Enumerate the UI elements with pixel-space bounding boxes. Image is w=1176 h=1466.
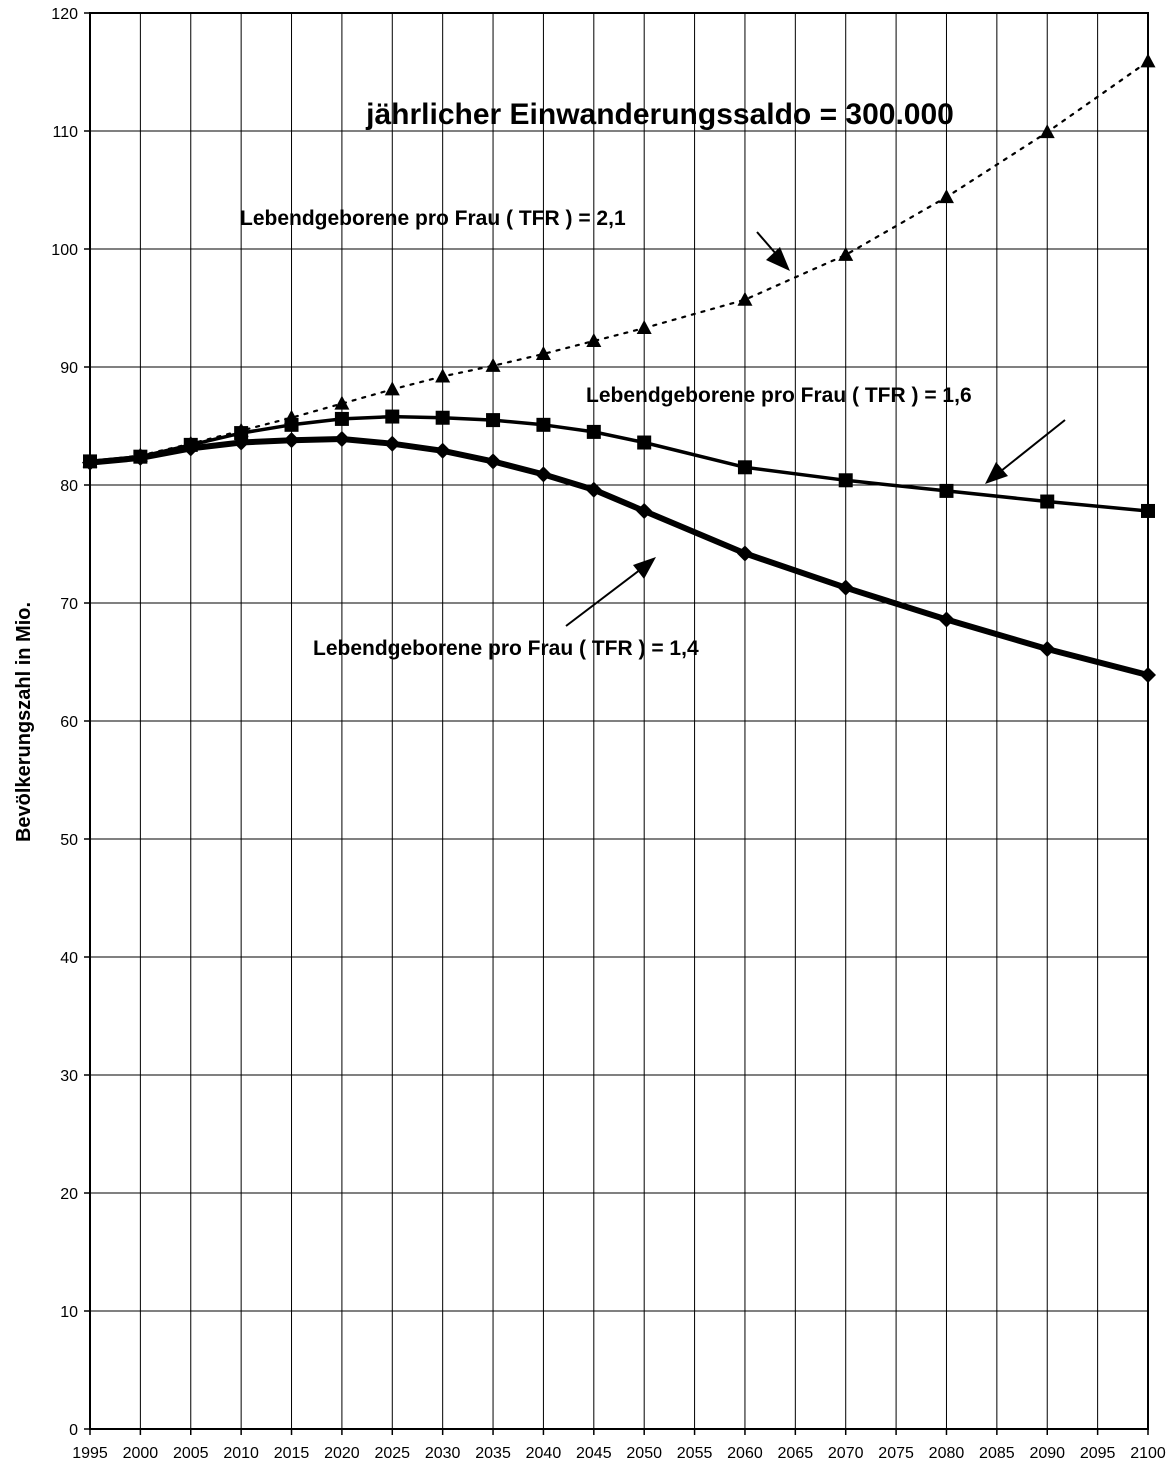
y-tick-label: 60 (60, 714, 78, 731)
x-tick-label: 2040 (526, 1445, 562, 1462)
series-1-point (334, 411, 349, 426)
y-tick-label: 110 (52, 124, 78, 141)
series-1-point (737, 460, 752, 475)
x-tick-label: 2065 (778, 1445, 814, 1462)
series-2-point (333, 430, 350, 447)
y-tick-label: 80 (60, 478, 78, 495)
y-tick-label: 120 (51, 6, 78, 23)
series-1-point (838, 473, 853, 488)
series-1-point (637, 435, 652, 450)
series-0-point (737, 291, 753, 306)
y-tick-label: 100 (51, 242, 78, 259)
series-2-point (132, 449, 149, 466)
chart-title: jährlicher Einwanderungssaldo = 300.000 (365, 98, 954, 131)
series-1-point (586, 424, 601, 439)
series-2-point (636, 502, 653, 519)
series-0-point (334, 395, 350, 410)
series-2-point (837, 579, 854, 596)
x-tick-label: 2080 (929, 1445, 965, 1462)
x-tick-label: 2085 (979, 1445, 1015, 1462)
series-2-point (485, 453, 502, 470)
series-1-point (435, 410, 450, 425)
series-2-point (1039, 641, 1056, 658)
series-2-point (384, 435, 401, 452)
plot-border (89, 12, 1149, 1430)
y-tick-label: 50 (60, 832, 78, 849)
series-0-point (435, 368, 451, 383)
x-tick-label: 2095 (1080, 1445, 1116, 1462)
x-tick-label: 1995 (72, 1445, 108, 1462)
annotation-arrow-tfr-1-4 (565, 557, 656, 627)
series-2-point (283, 432, 300, 449)
y-tick-label: 30 (60, 1068, 78, 1085)
x-tick-label: 2000 (123, 1445, 159, 1462)
y-tick-label: 70 (60, 596, 78, 613)
series-1-point (536, 417, 551, 432)
series-2-point (434, 442, 451, 459)
series-1-point (284, 417, 299, 432)
x-tick-label: 2020 (324, 1445, 360, 1462)
x-tick-label: 2035 (475, 1445, 511, 1462)
series-0-point (838, 246, 854, 261)
series-2-point (535, 466, 552, 483)
series-0-point (485, 357, 501, 372)
series-0-point (586, 333, 602, 348)
x-tick-label: 2060 (727, 1445, 763, 1462)
x-tick-label: 2075 (878, 1445, 914, 1462)
x-tick-label: 2090 (1029, 1445, 1065, 1462)
annotation-tfr-1-6: Lebendgeborene pro Frau ( TFR ) = 1,6 (586, 384, 972, 407)
series-1-point (1040, 494, 1055, 509)
annotation-tfr-1-4: Lebendgeborene pro Frau ( TFR ) = 1,4 (313, 637, 699, 660)
x-tick-label: 2015 (274, 1445, 310, 1462)
y-tick-label: 40 (60, 950, 78, 967)
x-tick-label: 2045 (576, 1445, 612, 1462)
annotation-arrow-tfr-2-1 (756, 231, 790, 271)
series-2-point (585, 481, 602, 498)
series-1-point (385, 409, 400, 424)
annotation-tfr-2-1: Lebendgeborene pro Frau ( TFR ) = 2,1 (240, 207, 626, 230)
x-tick-label: 2050 (626, 1445, 662, 1462)
series-1-point (939, 483, 954, 498)
series-0-point (636, 320, 652, 335)
grid (84, 12, 1149, 1435)
series-0-point (1039, 124, 1055, 139)
series-0-point (938, 189, 954, 204)
x-tick-label: 2010 (223, 1445, 259, 1462)
series-1-point (234, 426, 249, 441)
series-2-point (938, 611, 955, 628)
annotation-arrow-tfr-1-6 (985, 419, 1066, 484)
x-tick-label: 2070 (828, 1445, 864, 1462)
y-tick-label: 0 (69, 1422, 78, 1439)
series-2-point (233, 434, 250, 451)
series-2-point (182, 440, 199, 457)
series-0-point (535, 346, 551, 361)
y-tick-label: 90 (60, 360, 78, 377)
y-tick-label: 10 (60, 1304, 78, 1321)
series-0-point (384, 381, 400, 396)
series-1-point (486, 413, 501, 428)
y-axis-label: Bevölkerungszahl in Mio. (13, 602, 35, 842)
x-tick-label: 2005 (173, 1445, 209, 1462)
y-tick-label: 20 (60, 1186, 78, 1203)
x-tick-label: 2025 (374, 1445, 410, 1462)
x-tick-label: 2055 (677, 1445, 713, 1462)
x-tick-label: 2100 (1130, 1445, 1166, 1462)
series-2-point (736, 545, 753, 562)
x-tick-label: 2030 (425, 1445, 461, 1462)
